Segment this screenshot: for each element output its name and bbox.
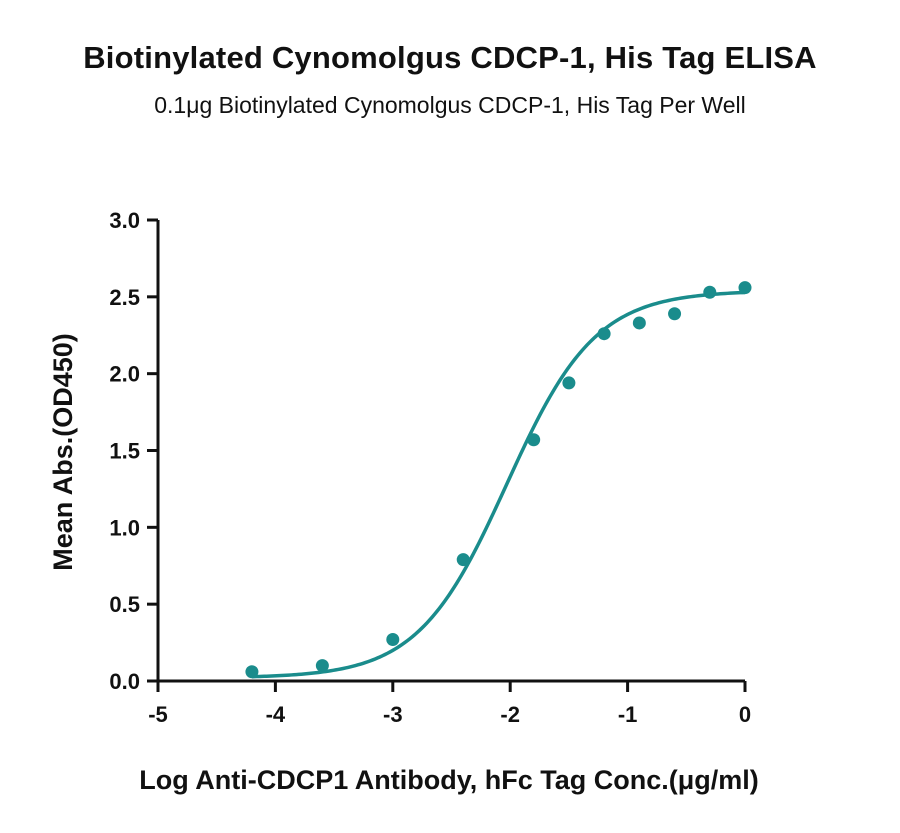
data-point	[245, 665, 259, 679]
y-axis-title: Mean Abs.(OD450)	[48, 333, 78, 571]
x-tick-label: -2	[500, 702, 520, 727]
fit-curve	[251, 290, 746, 679]
data-point	[668, 307, 682, 321]
x-tick-label: -4	[266, 702, 286, 727]
x-tick-label: 0	[739, 702, 751, 727]
y-tick-label: 2.0	[109, 362, 140, 387]
x-tick-label: -5	[148, 702, 168, 727]
data-point	[738, 281, 752, 295]
data-point	[456, 553, 470, 567]
x-axis-title: Log Anti-CDCP1 Antibody, hFc Tag Conc.(μ…	[139, 765, 758, 795]
y-tick-label: 2.5	[109, 285, 140, 310]
data-point	[527, 433, 541, 447]
x-tick-label: -3	[383, 702, 403, 727]
x-tick-label: -1	[618, 702, 638, 727]
data-point	[315, 659, 329, 673]
data-point	[703, 285, 717, 299]
data-points-layer	[245, 281, 752, 679]
y-tick-label: 1.0	[109, 515, 140, 540]
data-point	[632, 316, 646, 330]
data-point	[386, 633, 400, 647]
axes: 0.0 0.5 1.0 1.5 2.0 2.5 3.0 -5 -4 -3 -2 -1 0	[109, 208, 751, 727]
y-tick-label: 1.5	[109, 439, 140, 464]
chart-subtitle: 0.1μg Biotinylated Cynomolgus CDCP-1, Hi…	[154, 92, 746, 118]
data-point	[562, 376, 576, 390]
y-tick-label: 0.0	[109, 669, 140, 694]
fit-curve-layer	[251, 290, 746, 679]
y-tick-label: 0.5	[109, 592, 140, 617]
y-tick-label: 3.0	[109, 208, 140, 233]
chart-title: Biotinylated Cynomolgus CDCP-1, His Tag …	[83, 40, 817, 75]
data-point	[597, 327, 611, 341]
